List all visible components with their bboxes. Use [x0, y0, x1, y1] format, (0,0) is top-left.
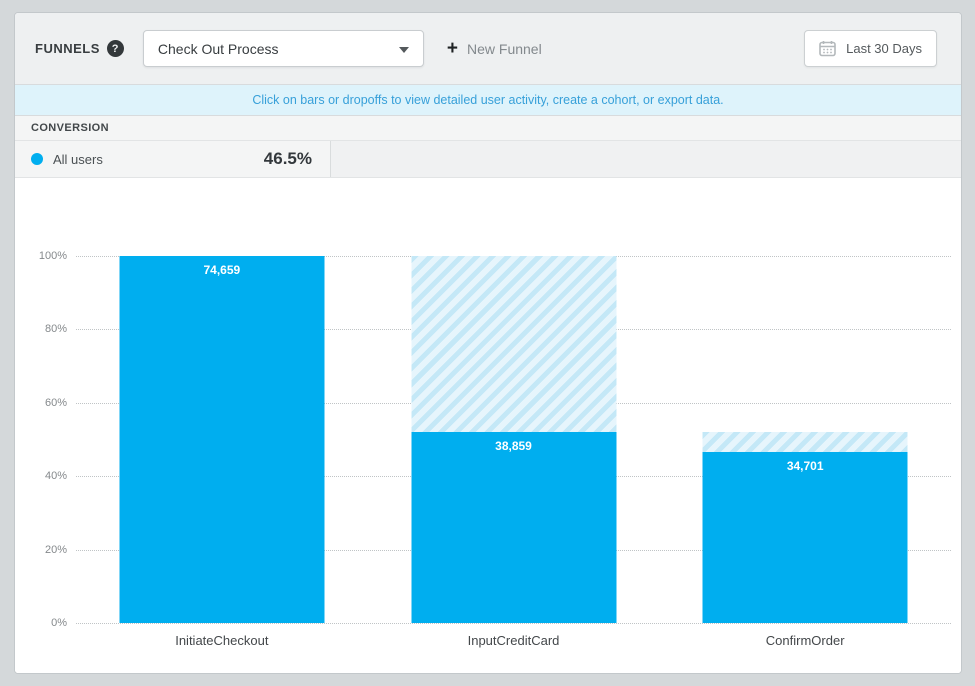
funnels-panel: FUNNELS ? Check Out Process + New Funnel…: [14, 12, 962, 674]
conversion-label: CONVERSION: [31, 122, 109, 134]
funnel-selector-value: Check Out Process: [157, 40, 279, 57]
funnel-dropoff-area[interactable]: [702, 431, 908, 453]
funnel-chart: 100% 80% 60% 40% 20% 0% 74,659 38,859 34,701 In…: [15, 178, 961, 673]
date-range-button[interactable]: Last 30 Days: [804, 30, 937, 67]
funnel-dropoff-area[interactable]: [411, 256, 616, 432]
y-tick-label: 40%: [44, 470, 67, 483]
gridline: [76, 623, 951, 624]
bar-value-label: 38,859: [495, 438, 532, 453]
funnel-plot: 74,659 38,859 34,701: [76, 256, 951, 624]
funnel-bar[interactable]: 38,859: [411, 431, 616, 623]
chevron-down-icon: [398, 47, 409, 53]
header-bar: FUNNELS ? Check Out Process + New Funnel…: [15, 13, 961, 85]
bar-slots: 74,659 38,859 34,701: [76, 256, 951, 623]
info-banner: Click on bars or dropoffs to view detail…: [15, 85, 961, 116]
legend-series-name: All users: [53, 151, 103, 167]
calendar-icon: [819, 41, 836, 57]
legend-dot: [31, 153, 43, 165]
funnel-step-slot: 34,701: [659, 256, 951, 623]
y-tick-label: 0%: [51, 617, 67, 629]
bar-value-label: 74,659: [203, 263, 241, 277]
category-label: InitiateCheckout: [175, 633, 269, 648]
y-tick-label: 80%: [44, 323, 67, 336]
y-axis: 100% 80% 60% 40% 20% 0%: [15, 250, 67, 629]
help-icon[interactable]: ?: [106, 40, 124, 57]
y-tick-label: 100%: [38, 250, 67, 262]
y-tick-label: 60%: [44, 396, 67, 409]
funnel-step-slot: 38,859: [368, 256, 660, 623]
new-funnel-button[interactable]: + New Funnel: [447, 39, 542, 58]
date-range-label: Last 30 Days: [846, 41, 922, 56]
legend-cell: All users 46.5%: [15, 141, 331, 177]
new-funnel-label: New Funnel: [467, 40, 542, 57]
conversion-section-header: CONVERSION: [15, 116, 961, 141]
category-label: ConfirmOrder: [765, 633, 845, 648]
conversion-rate-value: 46.5%: [263, 149, 312, 168]
info-banner-text: Click on bars or dropoffs to view detail…: [252, 93, 724, 107]
plus-icon: +: [446, 38, 458, 59]
funnel-selector-dropdown[interactable]: Check Out Process: [142, 30, 424, 67]
x-axis-labels: InitiateCheckout InputCreditCard ConfirmOr…: [76, 633, 951, 648]
funnels-section-label: FUNNELS ?: [35, 40, 124, 57]
bar-value-label: 34,701: [786, 459, 824, 474]
funnels-title: FUNNELS: [35, 41, 100, 56]
y-tick-label: 20%: [44, 543, 67, 556]
funnel-bar[interactable]: 34,701: [702, 452, 908, 623]
funnel-step-slot: 74,659: [76, 256, 368, 623]
legend-row: All users 46.5%: [15, 141, 961, 178]
funnel-bar[interactable]: 74,659: [119, 256, 325, 623]
category-label: InputCreditCard: [467, 633, 560, 648]
